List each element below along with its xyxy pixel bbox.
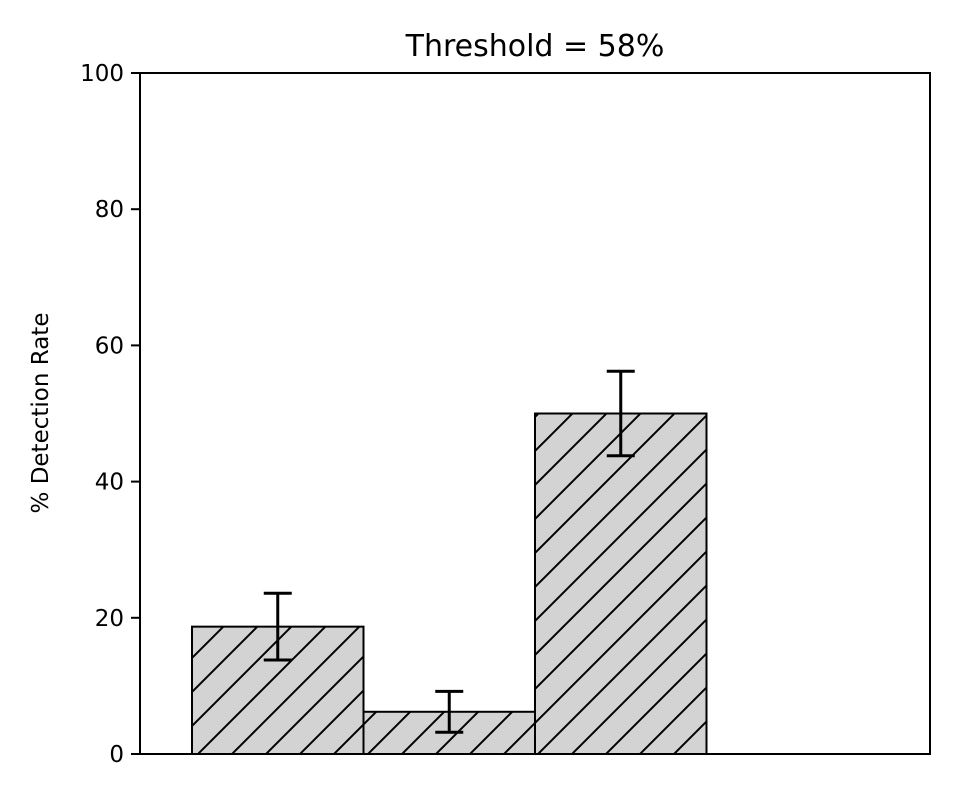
error-bar (435, 689, 464, 734)
y-axis-label: % Detection Rate (28, 313, 54, 514)
chart-title: Threshold = 58% (405, 29, 665, 64)
y-tick-label: 80 (95, 197, 124, 223)
y-tick-label: 0 (109, 742, 124, 768)
y-tick-label: 40 (95, 470, 124, 496)
plot-frame (139, 72, 931, 755)
bar (534, 412, 708, 755)
y-tick-label: 100 (80, 61, 124, 87)
error-bar (606, 369, 635, 458)
y-tick-label: 60 (95, 333, 124, 359)
y-tick-label: 20 (95, 606, 124, 632)
error-bar (263, 591, 292, 662)
